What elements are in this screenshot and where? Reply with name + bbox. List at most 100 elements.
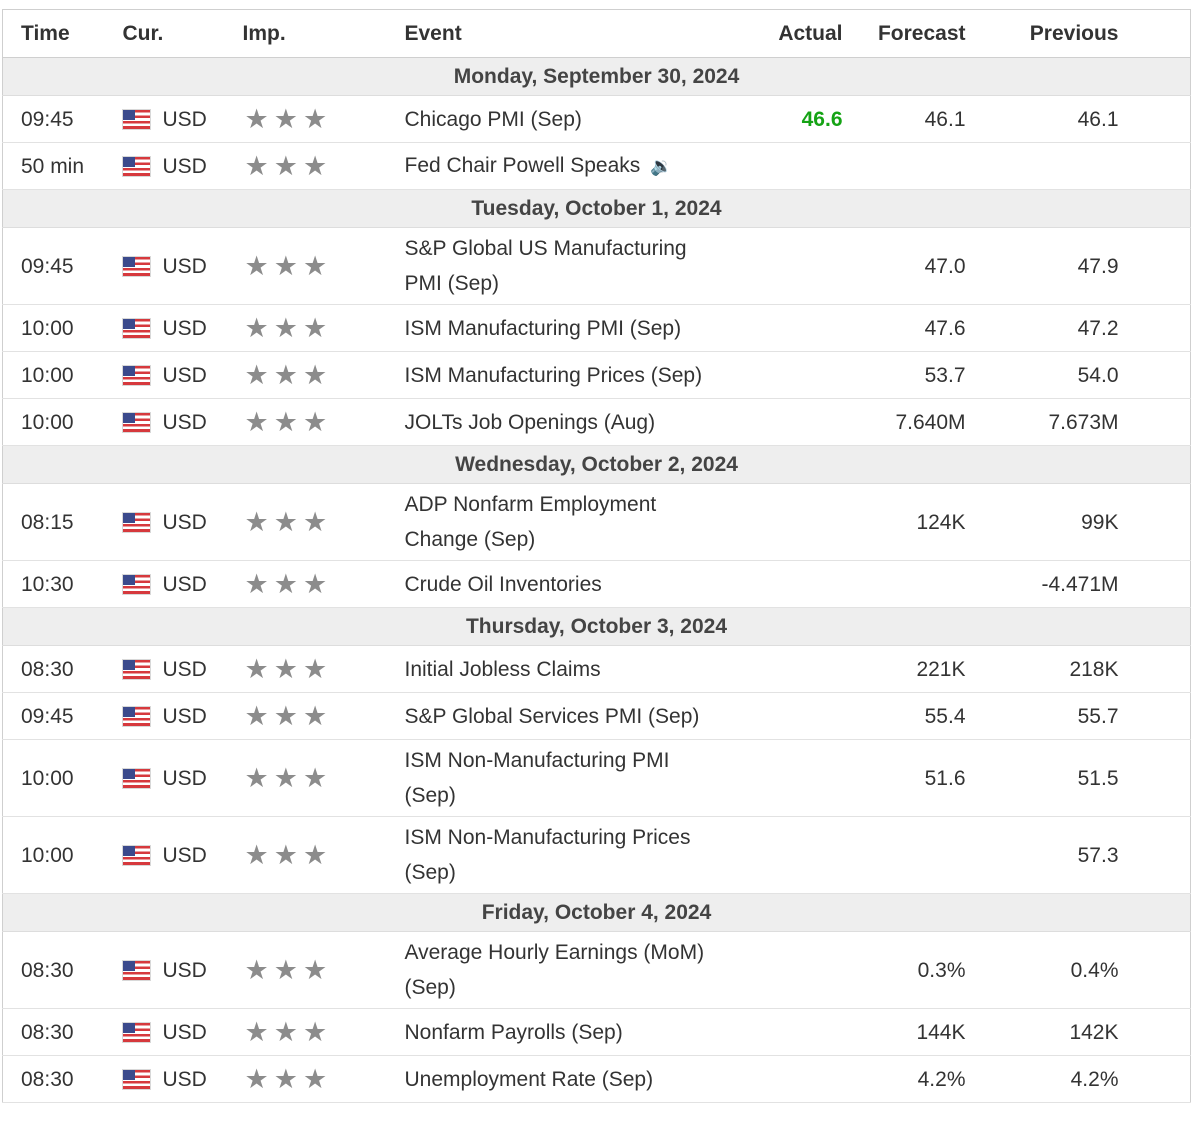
event-name[interactable]: S&P Global Services PMI (Sep): [404, 704, 700, 728]
column-header-event[interactable]: Event: [404, 9, 739, 58]
event-name[interactable]: Chicago PMI (Sep): [404, 107, 582, 131]
column-header-importance[interactable]: Imp.: [242, 9, 405, 58]
event-time: 10:00: [2, 398, 123, 446]
event-forecast: [842, 816, 966, 894]
event-name-cell[interactable]: ISM Manufacturing PMI (Sep): [404, 304, 739, 352]
event-name[interactable]: S&P Global US Manufacturing PMI (Sep): [404, 237, 687, 295]
event-row[interactable]: 10:00 USD ★ ★ ★ ISM Non-Manufacturing PMI (Se…: [2, 739, 1191, 817]
event-row[interactable]: 08:30 USD ★ ★ ★ Initial Jobless Claims 221K 218…: [2, 645, 1191, 693]
currency-code: USD: [162, 410, 207, 434]
event-time: 08:30: [2, 1055, 123, 1103]
row-spacer: [1118, 931, 1191, 1009]
event-name-cell[interactable]: ADP Nonfarm Employment Change (Sep): [404, 483, 739, 561]
column-header-actual[interactable]: Actual: [738, 9, 843, 58]
event-row[interactable]: 09:45 USD ★ ★ ★ S&P Global US Manufacturing P…: [2, 227, 1191, 305]
column-header-previous[interactable]: Previous: [965, 9, 1119, 58]
event-name-cell[interactable]: Fed Chair Powell Speaks 🔉: [404, 142, 739, 190]
event-actual: [738, 1055, 843, 1103]
star-icon: ★: [273, 406, 298, 437]
event-name-cell[interactable]: ISM Manufacturing Prices (Sep): [404, 351, 739, 399]
event-time: 10:30: [2, 560, 123, 608]
event-time: 09:45: [2, 227, 123, 305]
event-time: 08:30: [2, 1008, 123, 1056]
column-header-currency[interactable]: Cur.: [122, 9, 243, 58]
row-spacer: [1118, 351, 1191, 399]
event-row[interactable]: 08:30 USD ★ ★ ★ Average Hourly Earnings (MoM)…: [2, 931, 1191, 1009]
event-row[interactable]: 10:00 USD ★ ★ ★ ISM Manufacturing PMI (Sep) 47…: [2, 304, 1191, 352]
day-header-row: Tuesday, October 1, 2024: [2, 189, 1191, 228]
importance-stars: ★ ★ ★: [243, 359, 405, 390]
event-row[interactable]: 08:15 USD ★ ★ ★ ADP Nonfarm Employment Change…: [2, 483, 1191, 561]
event-actual: [738, 398, 843, 446]
event-actual: [738, 739, 843, 817]
event-name-cell[interactable]: S&P Global Services PMI (Sep): [404, 692, 739, 740]
event-name[interactable]: Unemployment Rate (Sep): [404, 1067, 654, 1091]
event-name-cell[interactable]: JOLTs Job Openings (Aug): [404, 398, 739, 446]
flag-canton: [122, 574, 135, 585]
event-row[interactable]: 50 min USD ★ ★ ★ Fed Chair Powell Speaks 🔉: [2, 142, 1191, 190]
star-icon: ★: [273, 359, 298, 390]
star-icon: ★: [244, 653, 269, 684]
event-row[interactable]: 10:30 USD ★ ★ ★ Crude Oil Inventories -4.471M: [2, 560, 1191, 608]
star-icon: ★: [273, 568, 298, 599]
event-previous: 7.673M: [965, 398, 1119, 446]
event-name[interactable]: ISM Non-Manufacturing Prices (Sep): [404, 826, 691, 884]
event-row[interactable]: 10:00 USD ★ ★ ★ JOLTs Job Openings (Aug) 7.640…: [2, 398, 1191, 446]
currency-code: USD: [162, 843, 207, 867]
event-row[interactable]: 09:45 USD ★ ★ ★ Chicago PMI (Sep) 46.6 46.1 46.1: [2, 95, 1191, 143]
row-spacer: [1118, 692, 1191, 740]
importance-cell: ★ ★ ★: [242, 645, 405, 693]
row-spacer: [1118, 645, 1191, 693]
event-name[interactable]: Fed Chair Powell Speaks: [404, 154, 641, 178]
event-name[interactable]: Average Hourly Earnings (MoM) (Sep): [404, 941, 705, 999]
event-name-cell[interactable]: Chicago PMI (Sep): [404, 95, 739, 143]
flag-canton: [122, 365, 135, 376]
event-previous: 47.9: [965, 227, 1119, 305]
event-row[interactable]: 08:30 USD ★ ★ ★ Unemployment Rate (Sep) 4.2% 4.…: [2, 1055, 1191, 1103]
event-name[interactable]: Crude Oil Inventories: [404, 572, 602, 596]
importance-cell: ★ ★ ★: [242, 351, 405, 399]
event-time: 10:00: [2, 816, 123, 894]
event-name-cell[interactable]: Nonfarm Payrolls (Sep): [404, 1008, 739, 1056]
row-spacer: [1118, 1055, 1191, 1103]
row-spacer: [1118, 483, 1191, 561]
event-name-cell[interactable]: ISM Non-Manufacturing PMI (Sep): [404, 739, 739, 817]
event-name-cell[interactable]: Unemployment Rate (Sep): [404, 1055, 739, 1103]
event-name-cell[interactable]: Initial Jobless Claims: [404, 645, 739, 693]
star-icon: ★: [244, 1016, 269, 1047]
flag-canton: [122, 845, 135, 856]
us-flag-icon: [122, 960, 150, 980]
column-header-forecast[interactable]: Forecast: [842, 9, 966, 58]
event-row[interactable]: 08:30 USD ★ ★ ★ Nonfarm Payrolls (Sep) 144K 142…: [2, 1008, 1191, 1056]
event-name[interactable]: ISM Non-Manufacturing PMI (Sep): [404, 749, 670, 807]
event-row[interactable]: 10:00 USD ★ ★ ★ ISM Non-Manufacturing Prices …: [2, 816, 1191, 894]
event-name[interactable]: ISM Manufacturing PMI (Sep): [404, 316, 682, 340]
event-name[interactable]: ISM Manufacturing Prices (Sep): [404, 363, 703, 387]
event-row[interactable]: 10:00 USD ★ ★ ★ ISM Manufacturing Prices (Sep…: [2, 351, 1191, 399]
event-currency-cell: USD: [122, 816, 243, 894]
event-previous: 4.2%: [965, 1055, 1119, 1103]
event-previous: 0.4%: [965, 931, 1119, 1009]
event-name[interactable]: ADP Nonfarm Employment Change (Sep): [404, 493, 657, 551]
event-currency-cell: USD: [122, 304, 243, 352]
event-name-cell[interactable]: Crude Oil Inventories: [404, 560, 739, 608]
event-actual: [738, 142, 843, 190]
event-name[interactable]: Nonfarm Payrolls (Sep): [404, 1020, 623, 1044]
event-name[interactable]: Initial Jobless Claims: [404, 657, 601, 681]
event-currency-cell: USD: [122, 351, 243, 399]
event-name[interactable]: JOLTs Job Openings (Aug): [404, 410, 656, 434]
event-previous: 51.5: [965, 739, 1119, 817]
star-icon: ★: [273, 312, 298, 343]
day-header-row: Friday, October 4, 2024: [2, 893, 1191, 932]
column-header-time[interactable]: Time: [2, 9, 123, 58]
event-name-cell[interactable]: S&P Global US Manufacturing PMI (Sep): [404, 227, 739, 305]
event-name-cell[interactable]: ISM Non-Manufacturing Prices (Sep): [404, 816, 739, 894]
currency-code: USD: [162, 1067, 207, 1091]
flag-canton: [122, 706, 135, 717]
event-currency-cell: USD: [122, 1008, 243, 1056]
currency-code: USD: [162, 766, 207, 790]
event-name-cell[interactable]: Average Hourly Earnings (MoM) (Sep): [404, 931, 739, 1009]
star-icon: ★: [244, 700, 269, 731]
event-row[interactable]: 09:45 USD ★ ★ ★ S&P Global Services PMI (Sep)…: [2, 692, 1191, 740]
flag-canton: [122, 109, 135, 120]
